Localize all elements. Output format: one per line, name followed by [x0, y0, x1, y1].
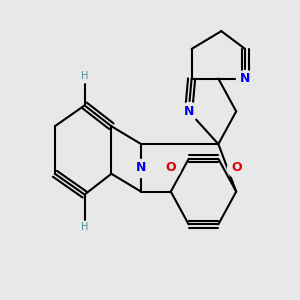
Text: H: H	[81, 71, 88, 81]
Text: H: H	[81, 222, 88, 232]
Text: N: N	[136, 161, 146, 174]
Text: O: O	[231, 161, 242, 174]
Text: O: O	[166, 161, 176, 174]
Text: N: N	[240, 72, 250, 85]
Text: N: N	[184, 105, 194, 118]
